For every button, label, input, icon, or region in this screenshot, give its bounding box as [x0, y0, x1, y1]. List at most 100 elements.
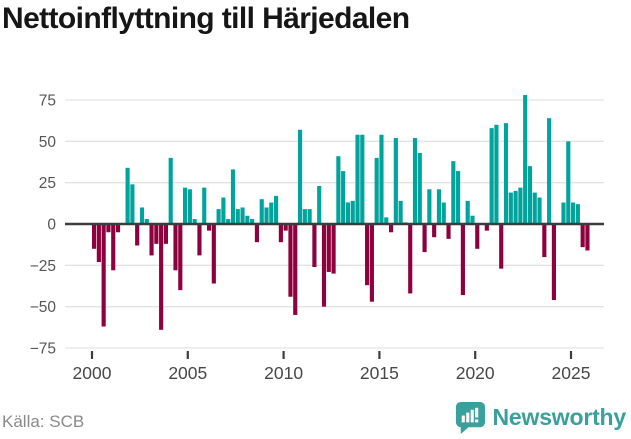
- bar-2019-Q3: [465, 200, 470, 224]
- bar-2002-Q1: [130, 184, 135, 224]
- bar-2012-Q3: [331, 224, 336, 274]
- bar-2015-Q2: [384, 217, 389, 224]
- y-tick-label: −75: [30, 340, 56, 357]
- axes: 75 50 25 0 −25 −50 −75 2000 2005 2010 2015 2020 2025: [30, 93, 604, 383]
- bar-2002-Q3: [139, 207, 145, 224]
- bar-2015-Q4: [393, 138, 398, 224]
- y-tick-label: 75: [39, 93, 56, 110]
- bar-2021-Q4: [508, 192, 513, 224]
- bar-2006-Q1: [206, 224, 212, 231]
- source-label: Källa: SCB: [2, 412, 85, 431]
- x-tick-label-2015: 2015: [360, 363, 399, 383]
- migration-bar-chart: 75 50 25 0 −25 −50 −75 2000 2005 2010 2015 2020 2025: [30, 93, 604, 383]
- bar-2013-Q4: [355, 134, 360, 224]
- bar-2018-Q1: [436, 189, 442, 224]
- bar-2022-Q1: [513, 190, 518, 224]
- bar-2008-Q4: [259, 199, 264, 224]
- bar-2010-Q3: [293, 224, 298, 315]
- bar-2019-Q1: [456, 171, 461, 224]
- y-tick-label: −50: [30, 299, 57, 316]
- bar-2025-Q1: [571, 202, 576, 224]
- bar-2010-Q2: [288, 224, 293, 297]
- bar-2008-Q3: [254, 224, 260, 243]
- bar-2014-Q2: [365, 224, 370, 286]
- bar-2018-Q2: [441, 202, 446, 224]
- bar-2005-Q2: [192, 219, 197, 224]
- y-tick-label: 0: [47, 217, 56, 234]
- bar-2013-Q1: [341, 171, 346, 224]
- bar-2000-Q1: [92, 224, 97, 249]
- bar-2013-Q2: [345, 202, 351, 224]
- bar-2009-Q2: [269, 202, 274, 224]
- bar-2013-Q3: [350, 200, 355, 224]
- x-tick-label-2005: 2005: [168, 363, 207, 383]
- bar-2004-Q3: [178, 224, 183, 291]
- bar-2014-Q1: [360, 134, 365, 224]
- bar-2021-Q3: [503, 123, 509, 224]
- bar-2003-Q3: [159, 224, 164, 330]
- bar-2019-Q2: [460, 224, 465, 296]
- bar-2001-Q4: [125, 167, 130, 224]
- bar-2018-Q3: [446, 224, 451, 239]
- bar-2025-Q4: [585, 224, 590, 251]
- bar-2010-Q4: [297, 129, 303, 224]
- bar-2022-Q4: [527, 166, 533, 224]
- bar-2020-Q4: [489, 128, 494, 224]
- bar-2024-Q4: [566, 141, 571, 224]
- bar-2007-Q1: [226, 219, 231, 224]
- x-tick-label-2000: 2000: [73, 363, 112, 383]
- bar-2005-Q1: [187, 189, 192, 224]
- bar-2001-Q2: [115, 224, 121, 233]
- bar-2025-Q2: [575, 204, 580, 224]
- bar-2012-Q4: [336, 156, 341, 224]
- bar-2004-Q2: [173, 224, 178, 271]
- bar-2009-Q4: [278, 224, 283, 243]
- bar-2007-Q2: [230, 169, 236, 224]
- bar-2011-Q3: [312, 224, 317, 267]
- brand-name: Newsworthy: [492, 404, 627, 430]
- bar-2005-Q4: [202, 187, 207, 224]
- bar-2003-Q2: [154, 224, 159, 244]
- bar-2018-Q4: [451, 161, 456, 224]
- bar-2025-Q3: [580, 224, 585, 248]
- bar-2022-Q2: [518, 187, 523, 224]
- bar-2009-Q3: [274, 195, 279, 224]
- bar-2012-Q1: [321, 224, 327, 307]
- x-tick-label-2010: 2010: [264, 363, 303, 383]
- bar-2023-Q1: [532, 192, 537, 224]
- bar-2014-Q3: [369, 224, 374, 302]
- bar-2006-Q3: [216, 209, 221, 224]
- bar-2001-Q1: [111, 224, 116, 271]
- bar-2002-Q4: [144, 219, 149, 224]
- bar-2000-Q4: [106, 224, 111, 233]
- bar-2002-Q2: [135, 224, 140, 246]
- y-tick-label: 25: [39, 175, 56, 192]
- bar-2000-Q2: [96, 224, 101, 263]
- bar-2017-Q2: [422, 224, 427, 253]
- bar-2017-Q1: [417, 152, 422, 224]
- bar-2011-Q1: [302, 209, 307, 224]
- bar-2015-Q1: [379, 134, 384, 224]
- bar-2022-Q3: [523, 95, 528, 224]
- x-tick-label-2020: 2020: [456, 363, 495, 383]
- bar-2009-Q1: [264, 207, 269, 224]
- bar-2006-Q4: [221, 197, 226, 224]
- bar-2016-Q1: [398, 200, 403, 224]
- bar-2008-Q1: [245, 215, 250, 224]
- bar-2016-Q3: [408, 224, 413, 294]
- bar-2024-Q3: [561, 202, 566, 224]
- bar-2004-Q1: [168, 157, 173, 224]
- bar-2007-Q3: [235, 209, 240, 224]
- bar-2004-Q4: [183, 187, 188, 224]
- bar-2020-Q3: [484, 224, 489, 231]
- bar-2005-Q3: [197, 224, 202, 256]
- bar-2019-Q4: [470, 215, 475, 224]
- y-tick-label: −25: [30, 258, 56, 275]
- bar-2023-Q3: [542, 224, 547, 258]
- bar-2000-Q3: [101, 224, 106, 327]
- bar-2003-Q1: [149, 224, 154, 256]
- bar-2015-Q3: [388, 224, 394, 233]
- bar-2008-Q2: [250, 219, 255, 224]
- bar-2007-Q4: [240, 207, 245, 224]
- bar-2006-Q2: [211, 224, 216, 284]
